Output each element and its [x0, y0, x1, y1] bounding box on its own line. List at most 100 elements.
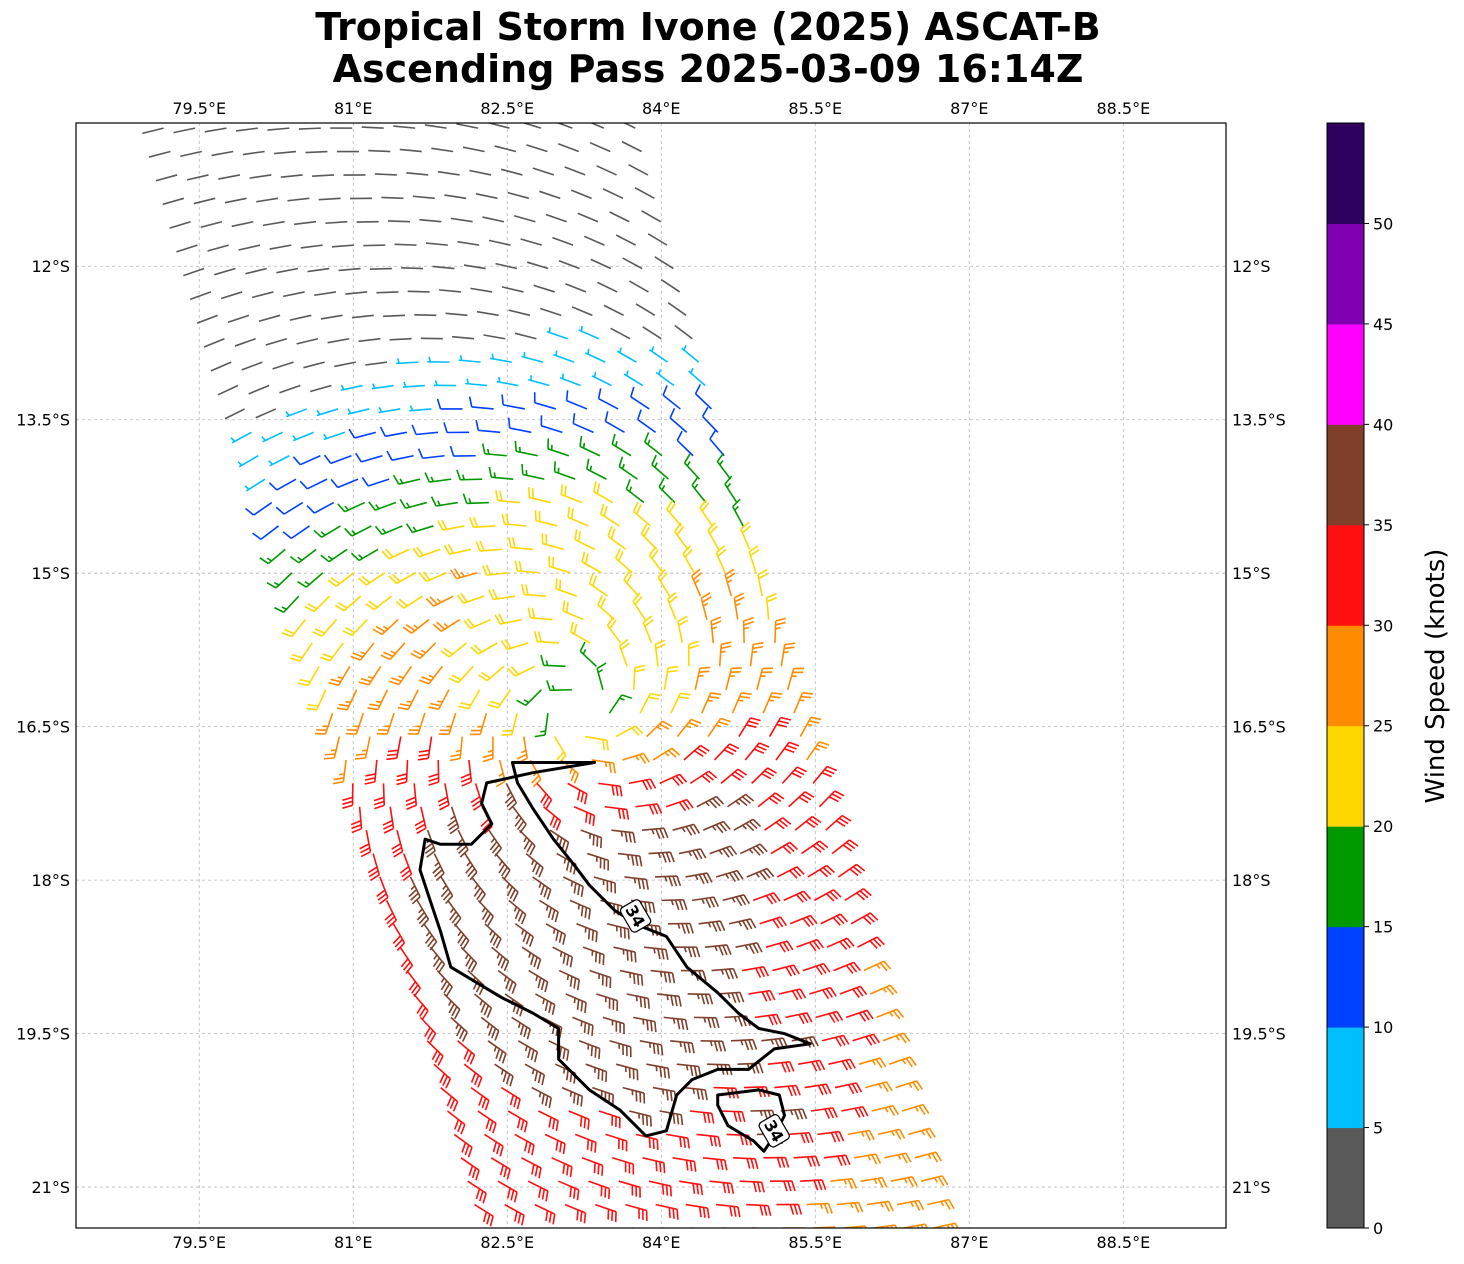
wind-barb: [613, 946, 637, 963]
wind-barb: [888, 1056, 917, 1068]
wind-barb: [306, 689, 327, 711]
wind-barb: [616, 347, 637, 363]
wind-barb: [508, 537, 533, 551]
lat-tick-label-left: 12°S: [31, 257, 70, 276]
wind-barb: [667, 301, 687, 316]
wind-barb: [836, 1201, 864, 1213]
wind-barb: [565, 283, 587, 293]
wind-barb: [609, 1040, 632, 1058]
wind-barb: [618, 456, 638, 480]
wind-barb: [591, 759, 616, 774]
wind-barb: [765, 593, 778, 620]
wind-barb: [774, 617, 787, 643]
wind-barb: [414, 314, 437, 317]
colorbar-tick-label: 10: [1373, 1018, 1393, 1037]
wind-barb: [728, 918, 757, 931]
wind-barb: [381, 548, 410, 560]
wind-barb: [539, 190, 561, 200]
wind-barb: [432, 618, 461, 632]
wind-barb: [521, 1157, 542, 1179]
colorbar-bin: [1327, 725, 1364, 827]
wind-barb: [694, 666, 711, 690]
wind-barb: [592, 481, 614, 504]
wind-barb: [698, 920, 726, 932]
wind-barb: [628, 163, 649, 176]
wind-barb: [389, 337, 412, 341]
wind-barb: [730, 1038, 758, 1051]
wind-barb: [437, 783, 450, 811]
colorbar-tick-label: 5: [1373, 1119, 1383, 1138]
wind-barb: [541, 533, 565, 551]
wind-barb: [572, 413, 594, 434]
colorbar-tick-label: 40: [1373, 415, 1393, 434]
wind-barb: [330, 478, 359, 489]
colorbar-tick-label: 30: [1373, 616, 1393, 635]
wind-barb: [464, 853, 478, 881]
wind-barb: [189, 291, 212, 301]
wind-barb: [376, 291, 399, 294]
wind-barb: [655, 369, 675, 387]
wind-barb: [787, 1131, 814, 1144]
wind-barb: [425, 242, 448, 246]
wind-barb: [674, 324, 693, 340]
wind-barb: [809, 986, 837, 1000]
wind-barb: [765, 940, 794, 953]
wind-barb: [525, 852, 544, 878]
lon-tick-label-top: 82.5°E: [480, 99, 534, 118]
wind-barb: [306, 501, 335, 514]
wind-barb: [527, 487, 551, 504]
wind-barb: [597, 595, 615, 621]
wind-barb: [558, 260, 580, 270]
lat-tick-label-right: 15°S: [1232, 564, 1271, 583]
wind-barb: [501, 876, 519, 902]
wind-barb: [391, 829, 404, 858]
wind-barb: [871, 1104, 900, 1117]
wind-barb: [463, 264, 486, 270]
wind-barb: [611, 433, 632, 457]
wind-barb: [830, 1178, 858, 1190]
wind-barb: [857, 936, 885, 949]
wind-barb: [578, 325, 600, 340]
wind-barb: [589, 141, 611, 153]
wind-barb: [488, 589, 516, 601]
wind-barb: [244, 478, 266, 492]
wind-barb: [449, 736, 464, 762]
map-frame: [75, 122, 1227, 1229]
wind-barb: [622, 752, 650, 764]
wind-barb: [752, 1227, 769, 1228]
wind-barb: [599, 503, 620, 527]
wind-barb: [299, 478, 328, 490]
wind-barb: [282, 525, 310, 540]
wind-barb: [218, 174, 241, 180]
wind-barb: [605, 1133, 628, 1152]
wind-barb: [494, 759, 506, 788]
wind-barb: [826, 937, 855, 950]
wind-barb: [207, 244, 229, 252]
wind-barb: [545, 923, 567, 945]
wind-barb: [744, 742, 770, 761]
wind-barb: [401, 267, 424, 270]
wind-barb: [410, 642, 437, 660]
wind-barb: [609, 211, 630, 223]
wind-barb: [534, 1203, 556, 1225]
wind-barb: [571, 306, 593, 317]
wind-barb: [320, 548, 348, 563]
wind-barb: [406, 172, 429, 176]
wind-barb: [683, 1086, 708, 1101]
wind-barb: [289, 548, 317, 564]
wind-barb: [642, 1157, 666, 1174]
wind-barb: [462, 146, 485, 153]
wind-barb: [685, 872, 713, 885]
wind-barb: [436, 970, 453, 997]
wind-barb: [683, 453, 701, 480]
wind-barbs: [142, 123, 959, 1228]
lon-tick-label-bottom: 88.5°E: [1096, 1233, 1150, 1252]
wind-barb: [494, 613, 522, 625]
wind-barb: [567, 506, 589, 527]
wind-barb: [866, 1200, 894, 1212]
wind-barb: [641, 827, 669, 839]
wind-barb: [658, 477, 676, 504]
wind-barb: [598, 1110, 621, 1129]
map-gridlines: [76, 123, 1226, 1228]
wind-barb: [668, 922, 694, 934]
